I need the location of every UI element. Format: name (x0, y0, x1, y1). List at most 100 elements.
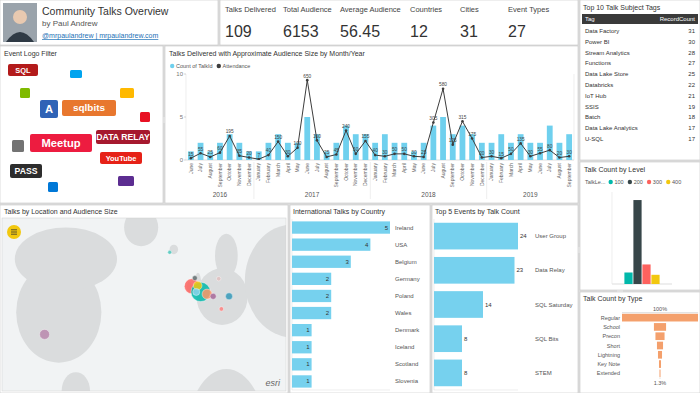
bar (434, 291, 483, 318)
chart-title: Talks by Location and Audience Size (4, 208, 118, 216)
x-tick-label: August (323, 162, 329, 178)
line-marker (335, 153, 338, 156)
line-marker (442, 87, 445, 90)
data-label: 23 (517, 267, 524, 273)
line-marker (316, 139, 319, 142)
bar (343, 126, 349, 160)
data-label: 20 (479, 151, 485, 156)
logo-label: SQL (15, 66, 31, 75)
header-links: @mrpaulandrew | mrpaulandrew.com (42, 32, 158, 40)
data-label: 30 (411, 150, 417, 155)
y-tick-label: Poland (395, 293, 414, 299)
x-tick-label: April (401, 163, 407, 173)
map-menu[interactable] (7, 225, 21, 239)
legend-swatch (666, 180, 670, 184)
logo[interactable] (40, 100, 58, 118)
logo[interactable] (8, 64, 38, 76)
legend-swatch (647, 180, 651, 184)
x-tick-label: June (304, 163, 310, 174)
plot-marks (188, 79, 572, 160)
map-landmass (124, 218, 158, 246)
data-label: 1 (306, 361, 310, 367)
table-cell: Data Lake Analytics (585, 125, 638, 131)
x-axis-line (292, 390, 390, 391)
x-axis-line (434, 390, 518, 391)
table-cell: 25 (688, 71, 695, 77)
x-tick-label: September (333, 163, 339, 188)
logo[interactable] (10, 164, 42, 178)
line-marker (432, 121, 435, 124)
data-label: 4 (365, 242, 369, 248)
x-tick-label: December (479, 163, 485, 186)
bar (227, 134, 233, 160)
data-label: 1 (306, 344, 310, 350)
data-label: 5 (385, 225, 389, 231)
funnel-bar (655, 332, 664, 340)
logo[interactable] (62, 100, 116, 116)
x-tick-label: May (294, 163, 300, 173)
table-column: RecordCount (660, 16, 696, 22)
group-separator (253, 162, 254, 199)
chart-panel (580, 292, 700, 393)
line-marker (558, 156, 561, 159)
data-label: 20 (557, 151, 563, 156)
logo-icon (140, 112, 150, 122)
legend-entry: 200 (634, 179, 643, 185)
y-tick-label: STEM (535, 370, 552, 376)
data-label: 305 (429, 116, 437, 121)
logo[interactable] (30, 134, 92, 152)
map-bubble (219, 307, 223, 311)
logo-label: sqlbits (73, 102, 105, 113)
profile-photo-body (6, 32, 34, 42)
y-tick-label: Scotland (395, 361, 418, 367)
chart-panel (165, 46, 578, 203)
chart-panel (580, 162, 700, 290)
map-panel (0, 205, 288, 393)
line-marker (267, 154, 270, 157)
chart-title: Top 5 Events by Talk Count (435, 208, 520, 216)
logo[interactable] (100, 152, 142, 164)
bar (353, 134, 359, 160)
table-cell: Data Lake Store (585, 71, 629, 77)
x-tick-label: January (255, 163, 261, 181)
line-marker (548, 149, 551, 152)
data-label: 50 (392, 147, 398, 152)
x-tick-label: November (236, 163, 242, 186)
line-marker (364, 140, 367, 143)
funnel-bar (654, 323, 666, 331)
line-marker (199, 152, 202, 155)
background (0, 0, 700, 393)
legend-entry: Count of TalkId (176, 63, 213, 69)
logo[interactable] (96, 130, 150, 144)
bar (304, 117, 310, 160)
funnel-label: Short (607, 343, 621, 349)
x-tick-label: July (546, 163, 552, 172)
line-marker (490, 155, 493, 158)
y-tick-label: Iceland (395, 344, 414, 350)
legend-title: TalkLe... (585, 179, 606, 185)
logo-icon (48, 182, 58, 192)
group-label: 2019 (523, 191, 538, 198)
data-label: 160 (313, 134, 321, 139)
logo-icon (20, 88, 30, 98)
kpi-label: Average Audience (340, 5, 401, 14)
map-bubble (216, 276, 220, 280)
y-tick-label: Germany (395, 276, 420, 282)
y-tick-label: 10 (176, 71, 183, 77)
table-panel (580, 0, 700, 160)
line-marker (228, 135, 231, 138)
line-marker (481, 156, 484, 159)
bar (498, 134, 504, 160)
map-landmass (245, 224, 286, 337)
x-tick-label: September (449, 163, 455, 188)
x-tick-label: June (188, 163, 194, 174)
line-marker (257, 158, 260, 160)
map-bubble (210, 293, 216, 299)
percent-label: 1.3% (654, 380, 667, 386)
map-menu-line (11, 229, 17, 230)
data-label: 650 (303, 74, 311, 79)
table-cell: 19 (688, 104, 695, 110)
kpi-panel (220, 0, 578, 45)
bar (292, 307, 331, 319)
logo-label: Meetup (41, 137, 80, 149)
